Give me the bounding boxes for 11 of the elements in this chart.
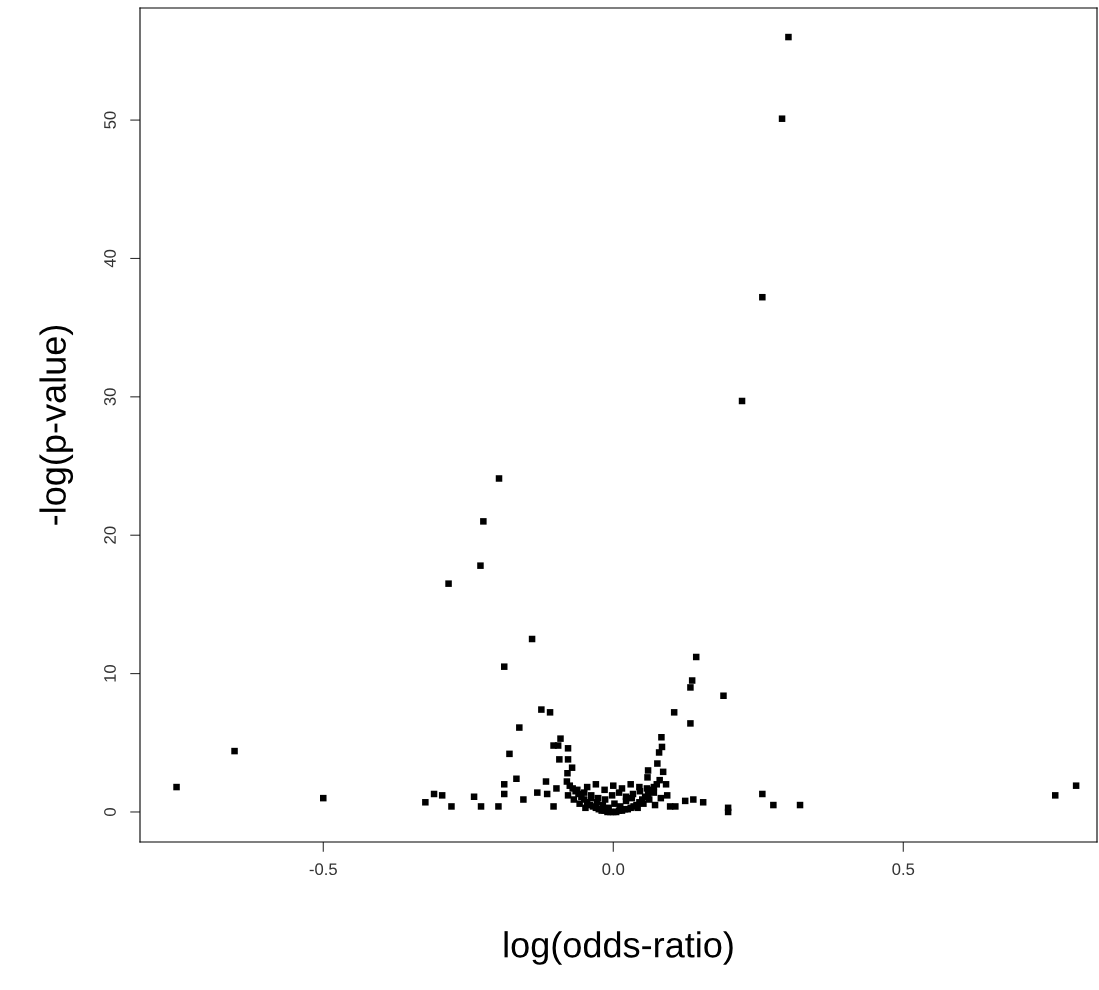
y-tick-label: 50 [104,111,116,129]
x-tick-label: 0.0 [602,863,625,876]
y-tick-label: 10 [104,664,116,682]
y-tick-label: 20 [104,526,116,544]
y-axis-title: -log(p-value) [39,325,74,525]
x-tick-label: -0.5 [309,863,337,876]
y-tick-label: 0 [104,807,116,816]
y-tick-label: 30 [104,388,116,406]
x-axis-title: log(odds-ratio) [504,931,733,965]
y-tick-label: 40 [104,249,116,268]
x-tick-label: 0.5 [892,863,915,876]
